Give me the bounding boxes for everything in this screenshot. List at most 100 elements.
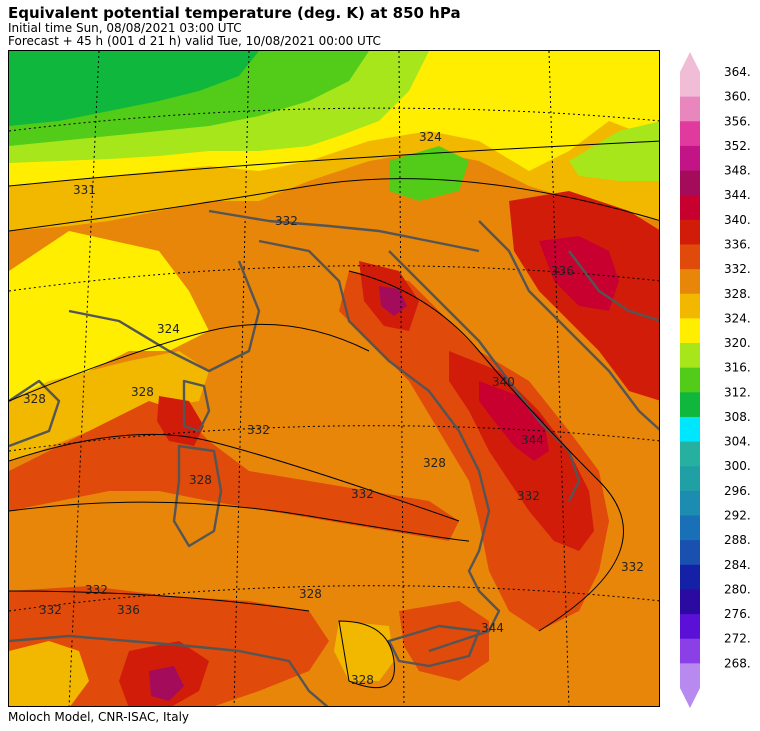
field-316-ne <box>569 121 659 181</box>
field-344-south <box>149 666 184 701</box>
colorbar-label: 364. <box>724 65 751 79</box>
colorbar-label: 268. <box>724 656 751 670</box>
colorbar-label: 292. <box>724 509 751 523</box>
colorbar-top-arrow <box>680 52 700 72</box>
field-324-ligurian <box>9 351 209 461</box>
colorbar-swatch <box>680 515 700 541</box>
colorbar-swatch <box>680 614 700 640</box>
colorbar-label: 308. <box>724 410 751 424</box>
initial-time: Initial time Sun, 08/08/2021 03:00 UTC <box>8 21 242 35</box>
map-title: Equivalent potential temperature (deg. K… <box>8 4 461 22</box>
colorbar-swatch <box>680 441 700 467</box>
sardinia <box>172 444 223 548</box>
forecast-valid-time: Forecast + 45 h (001 d 21 h) valid Tue, … <box>8 34 381 48</box>
colorbar-swatch <box>680 72 700 98</box>
contour-label: 324 <box>157 322 180 336</box>
contour-label: 328 <box>423 456 446 470</box>
colorbar-label: 360. <box>724 90 751 104</box>
colorbar-label: 352. <box>724 139 751 153</box>
colorbar-label: 332. <box>724 262 751 276</box>
contour-label: 328 <box>299 587 322 601</box>
colorbar-swatch <box>680 540 700 566</box>
colorbar-label: 356. <box>724 114 751 128</box>
colorbar-label: 328. <box>724 287 751 301</box>
contour-lines <box>9 140 659 689</box>
colorbar-label: 296. <box>724 484 751 498</box>
field-324-sw <box>9 641 89 706</box>
colorbar-label: 272. <box>724 632 751 646</box>
contour-label: 328 <box>189 473 212 487</box>
colorbar-svg: 364. 360. 356. 352. 348. 344. 340. 336. 332. 328.… <box>680 52 751 708</box>
colorbar-swatch <box>680 318 700 344</box>
contour-label: 328 <box>351 673 374 687</box>
colorbar-swatch <box>680 392 700 418</box>
field-336-italy <box>339 271 609 631</box>
contour-label-group: 331 332 324 328 324 328 332 328 332 336 … <box>23 130 644 687</box>
contour-label: 324 <box>419 130 442 144</box>
colorbar-label: 336. <box>724 237 751 251</box>
colorbar-swatch <box>680 145 700 172</box>
colorbar-label: 284. <box>724 558 751 572</box>
contour-label: 332 <box>39 603 62 617</box>
colorbar-swatch <box>680 589 700 615</box>
sicily <box>387 624 481 668</box>
colorbar-swatch <box>680 170 700 196</box>
colorbar-label: 320. <box>724 336 751 350</box>
colorbar-swatch <box>680 195 700 221</box>
colorbar-label: 280. <box>724 582 751 596</box>
colorbar-label: 316. <box>724 361 751 375</box>
field-336-sicily <box>399 601 489 681</box>
contour-label: 332 <box>247 423 270 437</box>
colorbar-label: 348. <box>724 164 751 178</box>
contour-label: 340 <box>492 375 515 389</box>
theta-e-map: 331 332 324 328 324 328 332 328 332 336 … <box>9 51 659 706</box>
contour-label: 328 <box>23 392 46 406</box>
colorbar-label: 304. <box>724 435 751 449</box>
italy-east-coast <box>388 250 581 502</box>
italy-coast <box>258 239 501 653</box>
colorbar-label: 288. <box>724 533 751 547</box>
field-348-po <box>379 286 407 316</box>
header: Equivalent potential temperature (deg. K… <box>8 4 461 48</box>
colorbar-label: 340. <box>724 213 751 227</box>
contour-label: 336 <box>551 264 574 278</box>
colorbar-label: 300. <box>724 459 751 473</box>
field-308-north <box>9 51 259 126</box>
alps-border <box>208 209 480 253</box>
colorbar-swatch <box>680 663 700 689</box>
colorbar-swatch <box>680 466 700 492</box>
spain-coast <box>9 379 61 448</box>
colorbar-swatch <box>680 367 700 393</box>
colorbar-swatch <box>680 638 700 664</box>
contour-label: 336 <box>117 603 140 617</box>
colorbar-swatch <box>680 416 700 443</box>
colorbar-label: 344. <box>724 188 751 202</box>
colorbar-label: 276. <box>724 607 751 621</box>
model-credit: Moloch Model, CNR-ISAC, Italy <box>8 710 190 724</box>
contour-label: 328 <box>131 385 154 399</box>
field-324-center <box>9 231 209 401</box>
colorbar-swatch <box>680 96 700 122</box>
colorbar-label: 324. <box>724 311 751 325</box>
contour-label: 344 <box>481 621 504 635</box>
colorbar-swatch <box>680 121 700 147</box>
field-344-core <box>479 381 549 461</box>
corsica <box>182 379 211 433</box>
balkan-border <box>568 250 659 322</box>
contour-label: 332 <box>517 489 540 503</box>
colorbar-swatch <box>680 219 700 245</box>
france-coast <box>68 260 261 373</box>
colorbar: 364. 360. 356. 352. 348. 344. 340. 336. 332. 328.… <box>672 50 760 710</box>
colorbar-label: 312. <box>724 385 751 399</box>
map-panel: 331 332 324 328 324 328 332 328 332 336 … <box>8 50 660 707</box>
africa-coast <box>9 634 329 706</box>
contour-label: 332 <box>621 560 644 574</box>
contour-label: 331 <box>73 183 96 197</box>
field-316-alps <box>389 146 469 201</box>
contour-label: 332 <box>275 214 298 228</box>
colorbar-swatch <box>680 490 700 517</box>
colorbar-swatch <box>680 244 700 270</box>
colorbar-swatch <box>680 564 700 590</box>
colorbar-swatch <box>680 293 700 319</box>
graticule <box>9 51 659 706</box>
